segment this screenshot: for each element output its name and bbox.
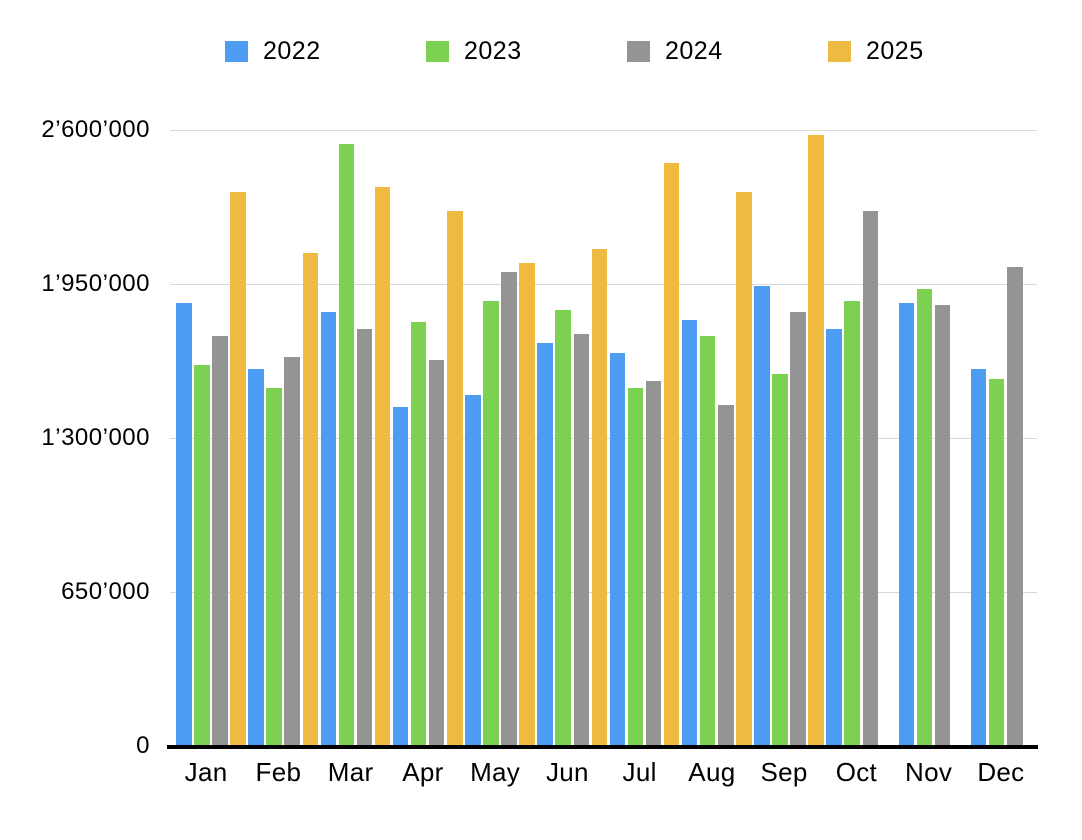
bar-2024-apr[interactable] <box>428 359 445 746</box>
bar-2024-mar[interactable] <box>356 329 373 746</box>
bar-2022-jan[interactable] <box>176 303 192 746</box>
x-axis-label-feb: Feb <box>255 757 302 787</box>
legend-label-2023: 2023 <box>464 37 522 65</box>
bar-2023-feb[interactable] <box>266 388 282 746</box>
legend-swatch-2023-icon <box>426 40 449 62</box>
bar-2023-jan[interactable] <box>194 364 210 746</box>
legend-item-2022[interactable]: 2022 <box>225 38 321 64</box>
x-axis-label-apr: Apr <box>402 757 444 787</box>
bar-2024-feb[interactable] <box>284 357 300 746</box>
x-axis-label-nov: Nov <box>905 757 953 787</box>
bar-2025-aug[interactable] <box>736 191 752 746</box>
legend-swatch-2025-icon <box>828 40 851 62</box>
x-axis-label-dec: Dec <box>977 757 1025 787</box>
y-axis-tick-label: 1’300’000 <box>41 424 150 451</box>
bar-2024-aug[interactable] <box>718 404 734 746</box>
legend-swatch-2024-icon <box>627 40 650 62</box>
x-axis-label-jan: Jan <box>184 757 228 787</box>
x-axis-label-sep: Sep <box>760 757 808 787</box>
bar-2022-aug[interactable] <box>681 319 698 746</box>
bar-2025-apr[interactable] <box>447 210 463 746</box>
x-axis-label-oct: Oct <box>835 757 878 787</box>
y-axis-tick-label: 650’000 <box>61 578 150 605</box>
bar-2023-oct[interactable] <box>844 300 860 746</box>
bar-2025-jun[interactable] <box>591 248 607 746</box>
bar-2024-jun[interactable] <box>573 333 589 746</box>
bar-2025-jul[interactable] <box>663 163 680 746</box>
bar-2023-jul[interactable] <box>627 388 644 746</box>
x-axis-label-may: May <box>470 757 521 787</box>
legend-swatch-2022-icon <box>225 40 248 62</box>
bar-2024-jul[interactable] <box>645 381 662 746</box>
legend-item-2023[interactable]: 2023 <box>426 38 522 64</box>
bar-2022-sep[interactable] <box>754 286 770 746</box>
legend-label-2024: 2024 <box>665 37 723 65</box>
x-axis-label-jul: Jul <box>622 757 657 787</box>
y-axis-tick-label: 1’950’000 <box>41 270 150 297</box>
bar-2022-apr[interactable] <box>392 407 409 746</box>
x-axis-label-jun: Jun <box>545 757 589 787</box>
bar-2025-jan[interactable] <box>230 191 246 746</box>
x-axis-line <box>167 745 1038 749</box>
legend-item-2025[interactable]: 2025 <box>828 38 924 64</box>
bar-2024-dec[interactable] <box>1007 267 1023 746</box>
bar-2025-sep[interactable] <box>808 134 824 746</box>
bar-2022-nov[interactable] <box>898 303 914 746</box>
bar-2024-sep[interactable] <box>790 312 806 746</box>
legend-label-2022: 2022 <box>263 37 321 65</box>
bar-2025-feb[interactable] <box>302 253 319 746</box>
bar-2023-dec[interactable] <box>988 378 1005 746</box>
gridline <box>170 130 1037 131</box>
bar-2023-apr[interactable] <box>410 321 427 746</box>
bar-2025-may[interactable] <box>519 262 535 746</box>
bar-2023-jun[interactable] <box>555 310 571 746</box>
bar-2023-mar[interactable] <box>338 144 355 746</box>
legend-label-2025: 2025 <box>866 37 924 65</box>
bar-2022-oct[interactable] <box>826 329 842 746</box>
y-axis-tick-label: 0 <box>136 732 150 759</box>
bar-2024-may[interactable] <box>501 272 517 746</box>
bar-2024-oct[interactable] <box>862 210 878 746</box>
bar-2022-feb[interactable] <box>248 369 264 746</box>
bar-2023-sep[interactable] <box>772 374 788 746</box>
bar-2022-jul[interactable] <box>609 352 625 746</box>
y-axis-tick-label: 2’600’000 <box>41 116 150 143</box>
bar-2022-dec[interactable] <box>970 369 987 746</box>
bar-2022-may[interactable] <box>465 395 481 746</box>
bar-2023-nov[interactable] <box>916 288 933 746</box>
bar-2023-may[interactable] <box>483 300 499 746</box>
bar-2024-nov[interactable] <box>934 305 951 746</box>
legend-item-2024[interactable]: 2024 <box>627 38 723 64</box>
bar-2024-jan[interactable] <box>212 336 228 746</box>
bar-2022-jun[interactable] <box>537 343 553 746</box>
bar-2022-mar[interactable] <box>320 312 336 746</box>
x-axis-label-mar: Mar <box>327 757 374 787</box>
bar-2023-aug[interactable] <box>699 336 716 746</box>
x-axis-label-aug: Aug <box>688 757 736 787</box>
bar-2025-mar[interactable] <box>374 186 391 746</box>
